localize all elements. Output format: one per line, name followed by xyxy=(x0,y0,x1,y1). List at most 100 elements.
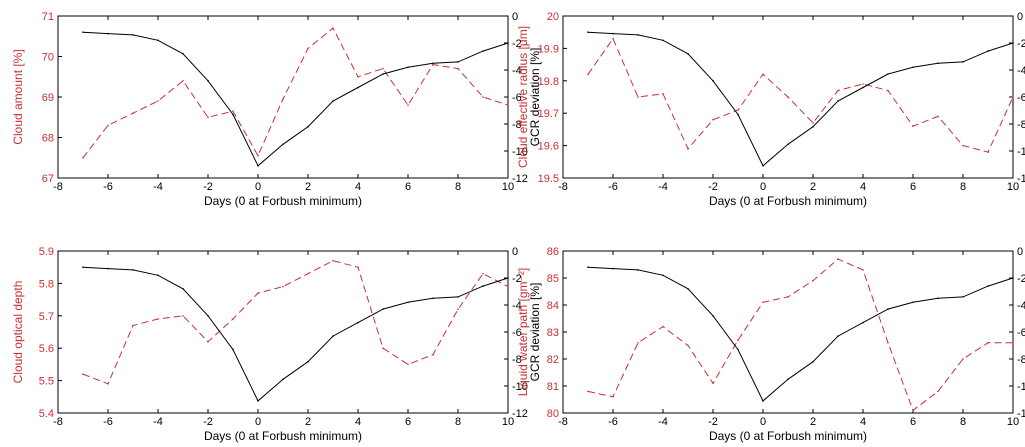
cloud-point xyxy=(307,272,309,275)
gcr-point xyxy=(837,335,839,337)
x-tick-label: 10 xyxy=(1007,181,1019,193)
gcr-point xyxy=(107,267,109,270)
gcr-point xyxy=(787,143,789,146)
cloud-series-line xyxy=(587,258,1013,412)
cloud-point xyxy=(407,104,409,106)
cloud-point xyxy=(987,342,989,344)
y-tick-label-left: 19.5 xyxy=(538,173,559,185)
y-tick-label-left: 86 xyxy=(547,246,559,258)
x-tick-label: 6 xyxy=(405,181,411,193)
x-tick-label: 8 xyxy=(455,416,461,428)
y-tick-label-left: 5.5 xyxy=(39,376,54,388)
gcr-point xyxy=(157,39,159,42)
x-tick-label: 2 xyxy=(810,416,816,428)
gcr-point xyxy=(687,53,689,55)
gcr-point xyxy=(132,269,134,271)
x-tick-label: 10 xyxy=(502,181,514,193)
cloud-point xyxy=(282,98,284,100)
cloud-point xyxy=(737,109,739,111)
cloud-point xyxy=(712,118,714,121)
chart-panel-1: -8 -6 -4 -2 0 2 4 6 8 106768697071-12-10-8-6-4-20… xyxy=(11,11,542,208)
x-tick-label: 8 xyxy=(960,416,966,428)
cloud-point xyxy=(82,373,84,375)
y-tick-label-left: 5.9 xyxy=(39,246,54,258)
y-axis-label-left: Cloud optical depth xyxy=(11,281,25,384)
y-tick-label-left: 80 xyxy=(547,408,559,420)
y-tick-label-left: 5.4 xyxy=(39,408,54,420)
x-tick-label: 4 xyxy=(860,416,866,428)
gcr-point xyxy=(507,42,509,44)
gcr-point xyxy=(737,348,739,351)
gcr-point xyxy=(987,50,989,52)
y-tick-label-right: -4 xyxy=(512,300,522,312)
gcr-point xyxy=(282,143,284,146)
gcr-point xyxy=(962,61,964,63)
x-tick-label: 2 xyxy=(305,416,311,428)
gcr-point xyxy=(357,86,359,89)
gcr-point xyxy=(207,315,209,317)
cloud-series-line xyxy=(82,27,509,159)
gcr-point xyxy=(482,50,484,52)
x-axis-label: Days (0 at Forbush minimum) xyxy=(709,194,867,208)
x-axis-label: Days (0 at Forbush minimum) xyxy=(204,194,362,208)
y-tick-label-right: -4 xyxy=(1017,300,1025,312)
chart-panel-4: -8 -6 -4 -2 0 2 4 6 8 10 80 81 82 83 84 85 86 -12 -10 -8 -6 -… xyxy=(516,246,1025,443)
plot-frame xyxy=(57,250,509,414)
gcr-point xyxy=(157,274,159,277)
x-tick-label: 8 xyxy=(455,181,461,193)
cloud-point xyxy=(837,89,839,92)
y-axis-label-left: Cloud amount [%] xyxy=(11,49,25,144)
cloud-point xyxy=(107,124,109,127)
y-tick-label-right: 0 xyxy=(1017,246,1023,258)
x-tick-label: -2 xyxy=(203,416,213,428)
gcr-point xyxy=(612,32,614,35)
y-tick-label-left: 19.6 xyxy=(538,141,559,153)
cloud-point xyxy=(357,266,359,269)
y-tick-label-right: -12 xyxy=(1017,173,1025,185)
y-tick-label-right: -10 xyxy=(1017,146,1025,158)
gcr-point xyxy=(407,66,409,69)
x-tick-label: 0 xyxy=(255,181,261,193)
cloud-point xyxy=(82,157,84,159)
gcr-point xyxy=(307,125,309,128)
cloud-point xyxy=(257,292,259,294)
gcr-point xyxy=(837,100,839,102)
y-axis-label-right: GCR deviation [%] xyxy=(528,283,542,382)
gcr-point xyxy=(787,378,789,381)
gcr-point xyxy=(432,62,434,65)
y-tick-label-right: -12 xyxy=(512,173,528,185)
cloud-series-line xyxy=(587,37,1014,153)
cloud-point xyxy=(912,125,914,127)
gcr-point xyxy=(587,266,589,269)
x-tick-label: -4 xyxy=(153,181,163,193)
x-tick-label: 2 xyxy=(810,181,816,193)
x-tick-label: -2 xyxy=(708,416,718,428)
cloud-point xyxy=(937,115,939,118)
cloud-point xyxy=(332,259,334,262)
cloud-point xyxy=(737,339,739,341)
gcr-series-line xyxy=(82,31,509,167)
y-tick-label-left: 5.8 xyxy=(39,278,54,290)
cloud-series-line xyxy=(82,260,509,385)
cloud-point xyxy=(662,93,664,95)
gcr-point xyxy=(457,61,459,63)
plot-frame xyxy=(562,250,1014,414)
gcr-point xyxy=(912,301,914,304)
y-tick-label-right: 0 xyxy=(512,246,518,258)
cloud-point xyxy=(887,342,889,344)
y-tick-label-left: 5.7 xyxy=(39,311,54,323)
cloud-point xyxy=(457,308,459,311)
cloud-point xyxy=(662,325,664,328)
x-tick-label: -4 xyxy=(658,416,668,428)
y-axis-label-right: GCR deviation [%] xyxy=(528,48,542,147)
y-axis-label-left: Liquid water path [gm⁻²] xyxy=(516,268,530,396)
y-tick-label-left: 69 xyxy=(42,92,54,104)
cloud-point xyxy=(912,409,914,412)
cloud-point xyxy=(482,272,484,275)
cloud-point xyxy=(862,83,864,85)
gcr-point xyxy=(182,288,184,290)
cloud-point xyxy=(837,258,839,260)
y-tick-label-right: -8 xyxy=(1017,119,1025,131)
x-tick-label: -6 xyxy=(103,416,113,428)
